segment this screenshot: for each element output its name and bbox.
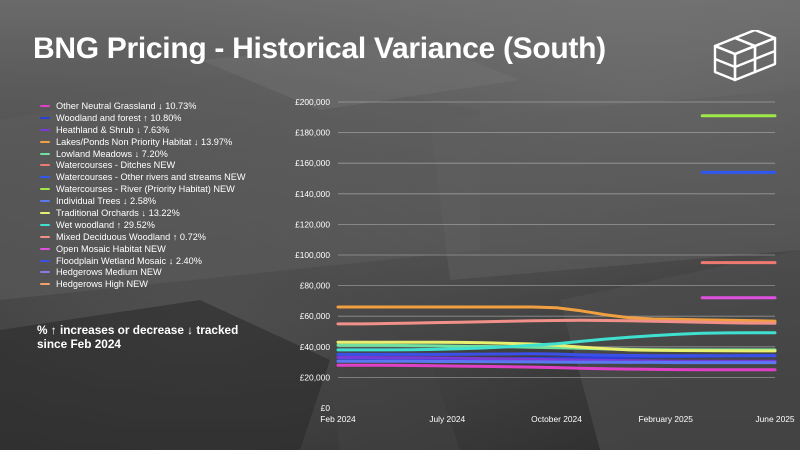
legend-item: Hedgerows Medium NEW [40, 266, 246, 278]
y-tick-label: £160,000 [295, 158, 330, 168]
legend-item: Individual Trees ↓ 2.58% [40, 195, 246, 207]
x-tick-label: July 2024 [429, 414, 465, 424]
legend-swatch [40, 188, 50, 191]
chart-series-lines [336, 114, 777, 372]
legend-label: Individual Trees ↓ 2.58% [56, 196, 157, 207]
x-tick-label: Feb 2024 [320, 414, 356, 424]
series-line-11 [336, 318, 777, 326]
series-line-13 [336, 352, 777, 358]
x-tick-label: October 2024 [531, 414, 582, 424]
legend-swatch [40, 211, 50, 214]
legend-item: Other Neutral Grassland ↓ 10.73% [40, 100, 246, 112]
legend-swatch [40, 128, 50, 131]
tracking-note: % ↑ increases or decrease ↓ tracked sinc… [37, 323, 239, 351]
legend-swatch [40, 200, 50, 203]
legend-label: Watercourses - River (Priority Habitat) … [56, 184, 235, 195]
series-line-9 [336, 340, 777, 353]
legend-item: Lowland Meadows ↓ 7.20% [40, 148, 246, 160]
y-tick-label: £0 [321, 403, 331, 413]
y-tick-label: £40,000 [300, 342, 331, 352]
legend-label: Lakes/Ponds Non Priority Habitat ↓ 13.97… [56, 136, 233, 147]
legend-label: Woodland and forest ↑ 10.80% [56, 112, 182, 123]
legend-item: Mixed Deciduous Woodland ↑ 0.72% [40, 231, 246, 243]
cube-logo-icon [713, 30, 777, 82]
legend-item: Traditional Orchards ↓ 13.22% [40, 207, 246, 219]
x-tick-label: February 2025 [639, 414, 694, 424]
chart-legend: Other Neutral Grassland ↓ 10.73% Woodland… [40, 100, 246, 290]
y-tick-label: £200,000 [295, 97, 330, 107]
legend-label: Heathland & Shrub ↓ 7.63% [56, 124, 170, 135]
x-axis-ticks: Feb 2024 July 2024 October 2024 February 20… [320, 414, 795, 424]
legend-swatch [40, 152, 50, 155]
legend-label: Traditional Orchards ↓ 13.22% [56, 207, 180, 218]
y-tick-label: £100,000 [295, 250, 330, 260]
legend-item: Wet woodland ↑ 29.52% [40, 219, 246, 231]
legend-label: Mixed Deciduous Woodland ↑ 0.72% [56, 231, 206, 242]
legend-label: Lowland Meadows ↓ 7.20% [56, 148, 168, 159]
series-line-10 [336, 331, 777, 352]
legend-label: Other Neutral Grassland ↓ 10.73% [56, 100, 197, 111]
y-tick-label: £140,000 [295, 189, 330, 199]
legend-label: Floodplain Wetland Mosaic ↓ 2.40% [56, 255, 202, 266]
legend-item: Watercourses - River (Priority Habitat) … [40, 183, 246, 195]
legend-swatch [40, 247, 50, 250]
legend-label: Watercourses - Other rivers and streams … [56, 172, 246, 183]
legend-swatch [40, 259, 50, 262]
series-line-3 [336, 305, 777, 323]
legend-item: Lakes/Ponds Non Priority Habitat ↓ 13.97… [40, 136, 246, 148]
legend-item: Heathland & Shrub ↓ 7.63% [40, 124, 246, 136]
legend-swatch [40, 235, 50, 238]
legend-swatch [40, 104, 50, 107]
chart-gridlines [338, 101, 775, 378]
legend-swatch [40, 164, 50, 167]
legend-label: Open Mosaic Habitat NEW [56, 243, 166, 254]
legend-label: Watercourses - Ditches NEW [56, 160, 176, 171]
page-title: BNG Pricing - Historical Variance (South… [33, 32, 606, 65]
legend-item: Floodplain Wetland Mosaic ↓ 2.40% [40, 255, 246, 267]
legend-swatch [40, 176, 50, 179]
y-tick-label: £120,000 [295, 219, 330, 229]
legend-item: Open Mosaic Habitat NEW [40, 243, 246, 255]
legend-swatch [40, 140, 50, 143]
legend-label: Hedgerows High NEW [56, 279, 148, 290]
y-axis-ticks: £0 £20,000 £40,000 £60,000 £80,000 £100,000 £1… [295, 97, 330, 413]
legend-item: Watercourses - Other rivers and streams … [40, 171, 246, 183]
legend-swatch [40, 283, 50, 286]
y-tick-label: £80,000 [300, 281, 331, 291]
legend-label: Wet woodland ↑ 29.52% [56, 219, 155, 230]
series-line-0 [336, 363, 777, 372]
legend-swatch [40, 223, 50, 226]
y-tick-label: £180,000 [295, 128, 330, 138]
legend-swatch [40, 116, 50, 119]
legend-item: Watercourses - Ditches NEW [40, 159, 246, 171]
legend-item: Woodland and forest ↑ 10.80% [40, 112, 246, 124]
legend-swatch [40, 271, 50, 274]
series-line-8 [336, 359, 777, 365]
y-tick-label: £20,000 [300, 372, 331, 382]
y-tick-label: £60,000 [300, 311, 331, 321]
legend-item: Hedgerows High NEW [40, 278, 246, 290]
x-tick-label: June 2025 [755, 414, 794, 424]
legend-label: Hedgerows Medium NEW [56, 267, 162, 278]
